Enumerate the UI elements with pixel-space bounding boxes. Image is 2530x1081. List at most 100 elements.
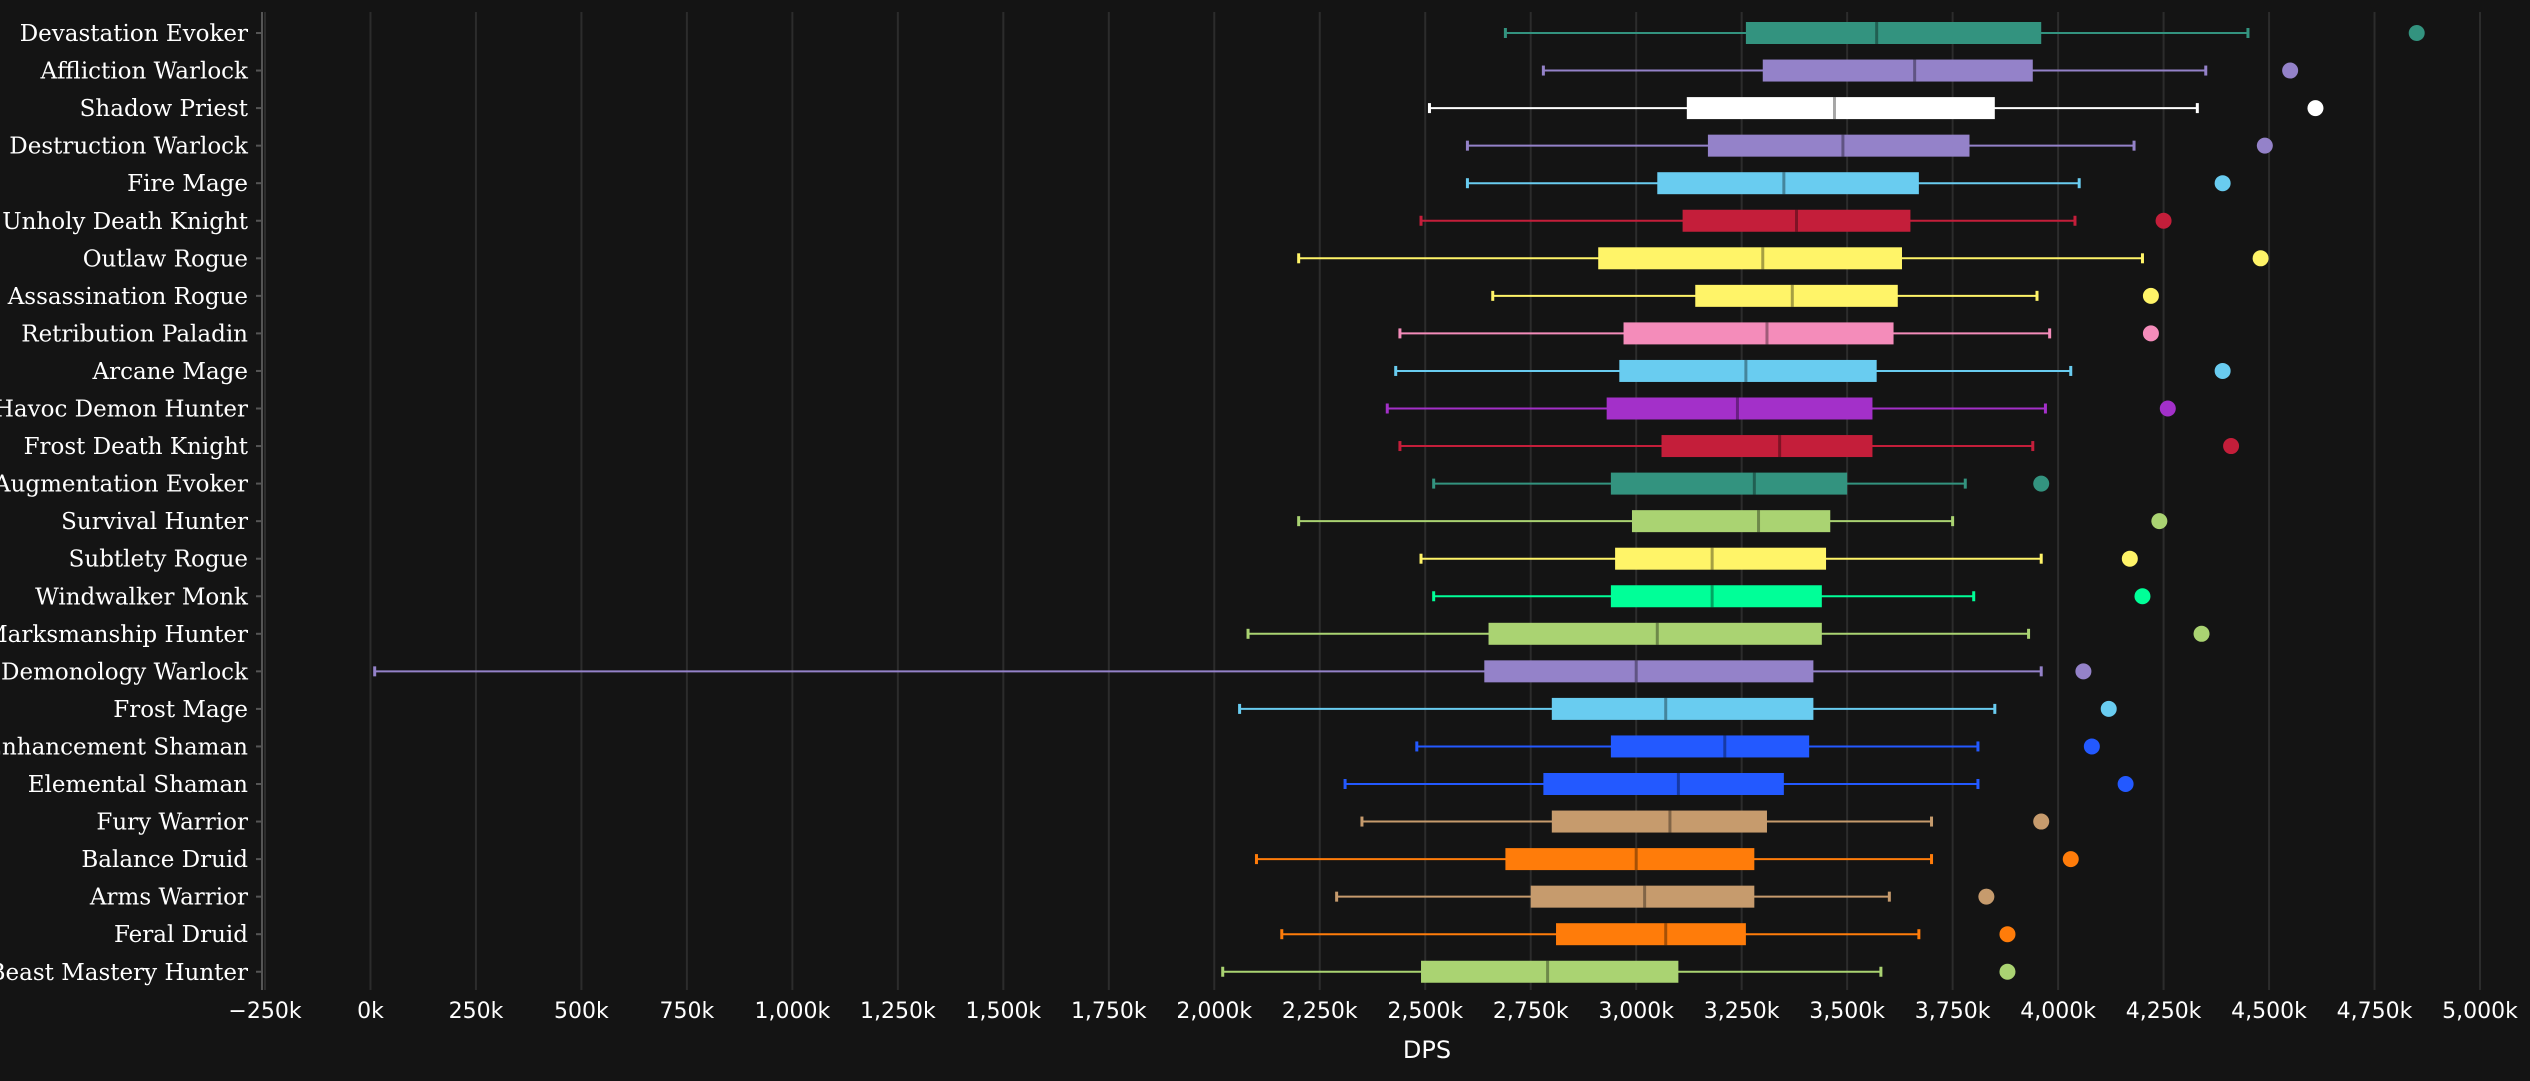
x-tick-label: 3,000k [1598,999,1674,1024]
category-label: Unholy Death Knight [2,209,249,235]
iqr-box [1623,322,1894,345]
category-label: Augmentation Evoker [0,472,248,498]
outlier-point [2100,700,2117,717]
box-row [1427,97,2324,120]
box-row [1297,247,2269,270]
x-tick-label: 4,250k [2126,999,2202,1024]
x-tick-label: 750k [660,999,715,1024]
category-label: Frost Mage [113,697,248,723]
outlier-point [1978,888,1995,905]
x-tick-label: 1,250k [860,999,936,1024]
iqr-box [1762,59,2033,82]
iqr-box [1686,97,1995,120]
box-row [1491,284,2159,307]
outlier-point [2083,738,2100,755]
outlier-point [2142,325,2159,342]
outlier-point [2142,287,2159,304]
box-row [1394,359,2231,382]
box-row [1398,322,2159,345]
category-label: Devastation Evoker [20,21,248,47]
category-label: Fury Warrior [96,810,248,836]
x-tick-label: 2,000k [1176,999,1252,1024]
category-label: Retribution Paladin [21,321,248,347]
outlier-point [2307,100,2324,117]
iqr-box [1610,735,1810,758]
iqr-box [1551,697,1814,720]
iqr-box [1543,773,1784,795]
outlier-point [2256,137,2273,154]
box-row [1246,622,2210,645]
outlier-point [1999,926,2016,943]
category-label: Assassination Rogue [7,284,248,310]
x-axis-ticks: −250k 0k 250k 500k 750k 1,000k 1,250k 1,500k 1,7… [228,999,2518,1024]
x-axis-title: DPS [1403,1036,1451,1064]
iqr-box [1631,510,1831,533]
category-label: Subtlety Rogue [69,547,248,573]
box-row [1360,810,2050,833]
box-row [1398,435,2240,458]
outlier-point [2033,475,2050,492]
category-labels: Devastation Evoker Affliction Warlock Shad… [0,21,262,986]
box-series [373,22,2425,983]
box-row [1419,547,2138,570]
outlier-point [2134,588,2151,605]
category-label: Elemental Shaman [28,772,248,798]
x-tick-label: 4,000k [2020,999,2096,1024]
outlier-point [2155,212,2172,229]
category-label: Affliction Warlock [40,59,250,85]
iqr-box [1610,472,1848,495]
box-row [1419,209,2172,232]
category-label: Feral Druid [114,922,248,948]
x-tick-label: 2,500k [1387,999,1463,1024]
iqr-box [1551,810,1767,833]
outlier-point [2159,400,2176,417]
iqr-box [1695,284,1898,307]
box-row [1541,59,2299,82]
outlier-point [1999,963,2016,980]
box-row [1238,697,2117,720]
box-row [1280,923,2016,946]
x-tick-label: 3,250k [1704,999,1780,1024]
x-tick-label: 1,000k [755,999,831,1024]
box-row [1343,773,2134,795]
category-label: Enhancement Shaman [0,734,248,760]
box-row [1297,510,2168,533]
outlier-point [2075,663,2092,680]
x-tick-label: 3,750k [1915,999,1991,1024]
outlier-point [2214,175,2231,192]
category-label: Fire Mage [127,171,248,197]
outlier-point [2033,813,2050,830]
box-row [1221,960,2016,983]
iqr-box [1610,585,1822,608]
outlier-point [2223,438,2240,455]
outlier-point [2193,625,2210,642]
box-row [373,660,2092,683]
category-label: Destruction Warlock [9,134,249,160]
iqr-box [1505,848,1755,871]
iqr-box [1484,660,1814,683]
box-row [1465,172,2231,195]
iqr-box [1530,885,1755,908]
category-label: Marksmanship Hunter [0,622,248,648]
x-tick-label: 1,500k [965,999,1041,1024]
box-row [1385,397,2176,420]
category-label: Arms Warrior [89,885,248,911]
outlier-point [2151,513,2168,530]
category-label: Shadow Priest [80,96,249,122]
box-row [1432,472,2050,495]
iqr-box [1745,22,2042,44]
category-label: Survival Hunter [61,509,248,535]
x-tick-label: 250k [449,999,504,1024]
x-tick-label: 3,500k [1809,999,1885,1024]
x-tick-label: 2,750k [1493,999,1569,1024]
iqr-box [1488,622,1822,645]
box-row [1254,848,2079,871]
box-row [1465,134,2273,157]
x-tick-label: 5,000k [2442,999,2518,1024]
iqr-box [1615,547,1827,570]
outlier-point [2214,362,2231,379]
category-label: Havoc Demon Hunter [0,397,248,423]
x-tick-label: 2,250k [1282,999,1358,1024]
x-tick-label: 1,750k [1071,999,1147,1024]
x-tick-label: 4,750k [2337,999,2413,1024]
